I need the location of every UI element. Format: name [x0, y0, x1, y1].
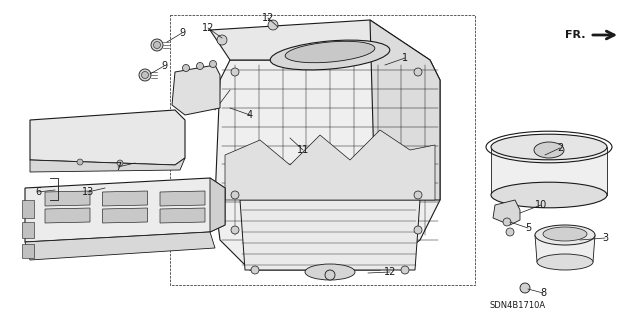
Circle shape [139, 69, 151, 81]
Polygon shape [102, 191, 147, 206]
Text: 5: 5 [525, 223, 531, 233]
Ellipse shape [270, 40, 390, 70]
Polygon shape [160, 208, 205, 223]
Text: 1: 1 [402, 53, 408, 63]
Polygon shape [370, 20, 440, 200]
Circle shape [141, 71, 148, 78]
Text: 4: 4 [247, 110, 253, 120]
Polygon shape [45, 208, 90, 223]
Circle shape [154, 41, 161, 48]
Text: 10: 10 [535, 200, 547, 210]
Circle shape [414, 191, 422, 199]
Ellipse shape [491, 134, 607, 160]
Polygon shape [491, 147, 607, 195]
Circle shape [414, 226, 422, 234]
Circle shape [182, 64, 189, 71]
Ellipse shape [535, 225, 595, 245]
Circle shape [231, 68, 239, 76]
Text: 6: 6 [35, 187, 41, 197]
Polygon shape [240, 200, 420, 270]
Text: FR.: FR. [564, 30, 585, 40]
Ellipse shape [305, 264, 355, 280]
Polygon shape [102, 208, 147, 223]
Circle shape [401, 266, 409, 274]
Ellipse shape [543, 227, 587, 241]
Polygon shape [210, 20, 430, 60]
Polygon shape [30, 158, 185, 172]
Ellipse shape [537, 254, 593, 270]
Polygon shape [22, 244, 34, 258]
Polygon shape [22, 222, 34, 238]
Ellipse shape [491, 182, 607, 208]
Polygon shape [215, 60, 440, 270]
Circle shape [231, 191, 239, 199]
Circle shape [503, 218, 511, 226]
Circle shape [209, 61, 216, 68]
Polygon shape [22, 200, 34, 218]
Text: 12: 12 [384, 267, 396, 277]
Circle shape [325, 270, 335, 280]
Polygon shape [225, 130, 435, 200]
Circle shape [77, 159, 83, 165]
Polygon shape [25, 178, 225, 242]
Circle shape [217, 35, 227, 45]
Text: 12: 12 [202, 23, 214, 33]
Text: 2: 2 [557, 143, 563, 153]
Circle shape [506, 228, 514, 236]
Text: 12: 12 [262, 13, 274, 23]
Polygon shape [25, 232, 215, 260]
Polygon shape [493, 200, 520, 225]
Circle shape [414, 68, 422, 76]
Circle shape [196, 63, 204, 70]
Text: 3: 3 [602, 233, 608, 243]
Text: 9: 9 [179, 28, 185, 38]
Ellipse shape [534, 142, 564, 158]
Text: 7: 7 [115, 162, 121, 172]
Circle shape [251, 266, 259, 274]
Polygon shape [210, 178, 225, 232]
Polygon shape [45, 191, 90, 206]
Ellipse shape [285, 41, 375, 63]
Circle shape [117, 160, 123, 166]
Polygon shape [535, 235, 595, 262]
Polygon shape [172, 65, 220, 115]
Text: SDN4B1710A: SDN4B1710A [490, 300, 546, 309]
Text: 8: 8 [540, 288, 546, 298]
Circle shape [268, 20, 278, 30]
Circle shape [520, 283, 530, 293]
Text: 9: 9 [161, 61, 167, 71]
Text: 11: 11 [297, 145, 309, 155]
Polygon shape [160, 191, 205, 206]
Polygon shape [30, 110, 185, 165]
Circle shape [231, 226, 239, 234]
Circle shape [151, 39, 163, 51]
Text: 13: 13 [82, 187, 94, 197]
